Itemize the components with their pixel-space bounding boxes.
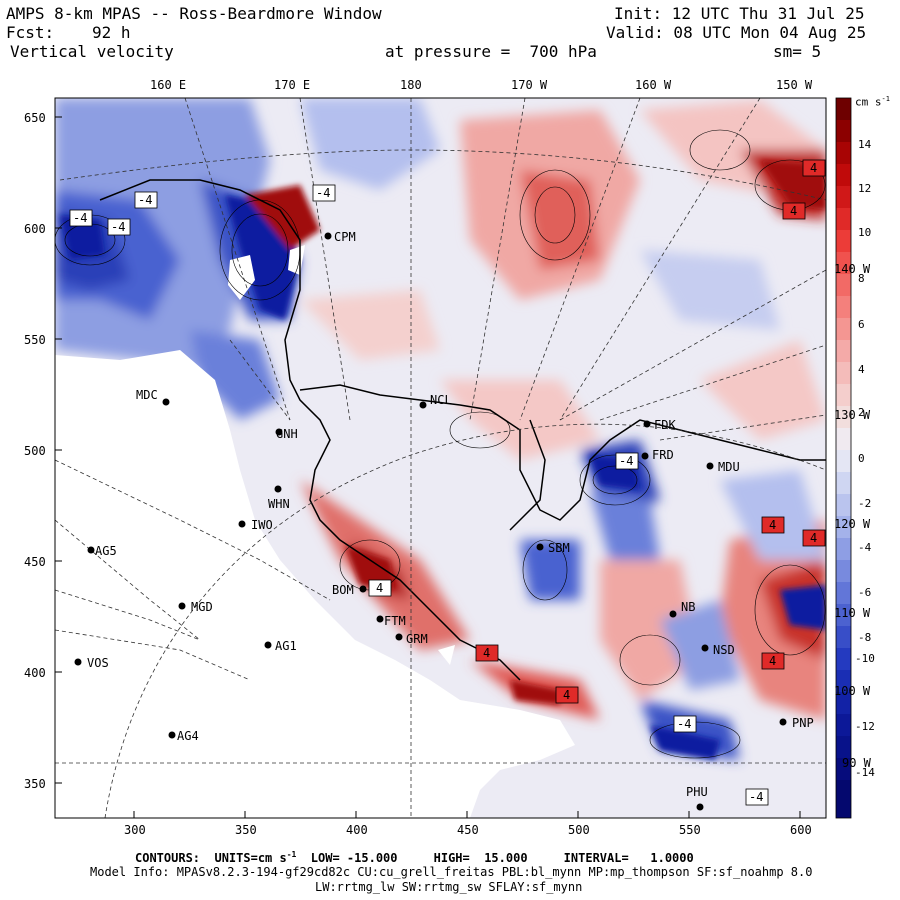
station-label: WHN — [268, 497, 290, 511]
station-label: AG5 — [95, 544, 117, 558]
station-label: SBM — [548, 541, 570, 555]
left-axis-label: 550 — [24, 333, 46, 347]
station-label: FRD — [652, 448, 674, 462]
bottom-axis-label: 350 — [235, 823, 257, 837]
colorbar-label: -12 — [855, 720, 875, 733]
field-name: Vertical velocity — [10, 42, 174, 61]
bottom-axis-label: 600 — [790, 823, 812, 837]
model-info: Model Info: MPASv8.2.3-194-gf29cd82c CU:… — [90, 865, 813, 879]
station-label: PNP — [792, 716, 814, 730]
station-label: NCL — [430, 393, 452, 407]
contour-label: 4 — [810, 161, 818, 175]
colorbar-label: 2 — [858, 406, 865, 419]
colorbar-label: -4 — [858, 541, 872, 554]
contour-label: 4 — [376, 581, 384, 595]
smoothing-value: sm= 5 — [773, 42, 822, 61]
contour-label: -4 — [619, 454, 634, 468]
colorbar-label: 14 — [858, 138, 872, 151]
station-label: IWO — [251, 518, 273, 532]
bottom-axis-label: 450 — [457, 823, 479, 837]
colorbar-label: 8 — [858, 272, 865, 285]
left-axis-label: 400 — [24, 666, 46, 680]
init-time: Init: 12 UTC Thu 31 Jul 25 — [614, 4, 865, 23]
bottom-axis-label: 550 — [679, 823, 701, 837]
bottom-axis-label: 400 — [346, 823, 368, 837]
right-lon-label: 140 W — [834, 262, 871, 276]
pressure-level: at pressure = 700 hPa — [385, 42, 597, 61]
station-label: CPM — [334, 230, 356, 244]
contours-info: CONTOURS: UNITS=cm s-1 LOW= -15.000 HIGH… — [135, 850, 694, 865]
contour-label: -4 — [111, 220, 126, 234]
top-axis-label: 160 E — [150, 78, 187, 92]
valid-time: Valid: 08 UTC Mon 04 Aug 25 — [606, 23, 867, 42]
bottom-axis-label: 300 — [124, 823, 146, 837]
contour-labels — [69, 159, 826, 806]
contour-label: -4 — [677, 717, 692, 731]
contour-label: 4 — [790, 204, 798, 218]
station-label: NSD — [713, 643, 735, 657]
right-lon-label: 90 W — [842, 756, 871, 770]
contour-label: 4 — [769, 518, 777, 532]
colorbar-label: 6 — [858, 318, 865, 331]
station-label: FTM — [384, 614, 406, 628]
forecast-label: Fcst: — [6, 23, 55, 42]
colorbar-label: 10 — [858, 226, 872, 239]
contour-label: 4 — [483, 646, 491, 660]
colorbar-label: 4 — [858, 363, 865, 376]
station-markers — [74, 232, 787, 811]
left-axis-label: 650 — [24, 111, 46, 125]
top-axis-label: 170 W — [511, 78, 548, 92]
left-axis-label: 450 — [24, 555, 46, 569]
contour-label: -4 — [316, 186, 331, 200]
right-lon-label: 130 W — [834, 408, 871, 422]
left-axis-label: 600 — [24, 222, 46, 236]
colorbar-label: -2 — [858, 497, 872, 510]
axis-ticks — [55, 116, 801, 818]
station-label: PHU — [686, 785, 708, 799]
colorbar-label: 0 — [858, 452, 865, 465]
right-lon-label: 110 W — [834, 606, 871, 620]
colorbar-label: -14 — [855, 766, 875, 779]
station-label: BOM — [332, 583, 354, 597]
bottom-axis-label: 500 — [568, 823, 590, 837]
colorbar-label: 12 — [858, 182, 872, 195]
velocity-field — [55, 98, 826, 818]
contour-label: -4 — [73, 211, 88, 225]
station-label: MGD — [191, 600, 213, 614]
colorbar-unit: cm s-1 — [855, 95, 890, 109]
top-axis-label: 160 W — [635, 78, 672, 92]
colorbar-label: -6 — [858, 586, 872, 599]
station-label: GRM — [406, 632, 428, 646]
map-title: AMPS 8-km MPAS -- Ross-Beardmore Window — [6, 4, 382, 23]
colorbar — [835, 97, 852, 819]
station-label: AG4 — [177, 729, 199, 743]
station-label: MDU — [718, 460, 740, 474]
forecast-hour: 92 h — [92, 23, 131, 42]
left-axis-label: 350 — [24, 777, 46, 791]
colorbar-label: -8 — [858, 631, 872, 644]
right-lon-label: 120 W — [834, 517, 871, 531]
contour-label: -4 — [138, 193, 153, 207]
top-axis-label: 150 W — [776, 78, 813, 92]
contour-label: 4 — [769, 654, 777, 668]
station-label: AG1 — [275, 639, 297, 653]
right-lon-label: 100 W — [834, 684, 871, 698]
contour-label: -4 — [749, 790, 764, 804]
station-label: GNH — [276, 427, 298, 441]
station-label: VOS — [87, 656, 109, 670]
plot-frame — [54, 97, 827, 819]
station-label: MDC — [136, 388, 158, 402]
station-label: FDK — [654, 418, 676, 432]
top-axis-label: 170 E — [274, 78, 311, 92]
contour-label: 4 — [810, 531, 818, 545]
top-axis-label: 180 — [400, 78, 422, 92]
contour-label: 4 — [563, 688, 571, 702]
colorbar-label: -10 — [855, 652, 875, 665]
station-label: NB — [681, 600, 696, 614]
physics-info: LW:rrtmg_lw SW:rrtmg_sw SFLAY:sf_mynn — [315, 880, 583, 894]
left-axis-label: 500 — [24, 444, 46, 458]
